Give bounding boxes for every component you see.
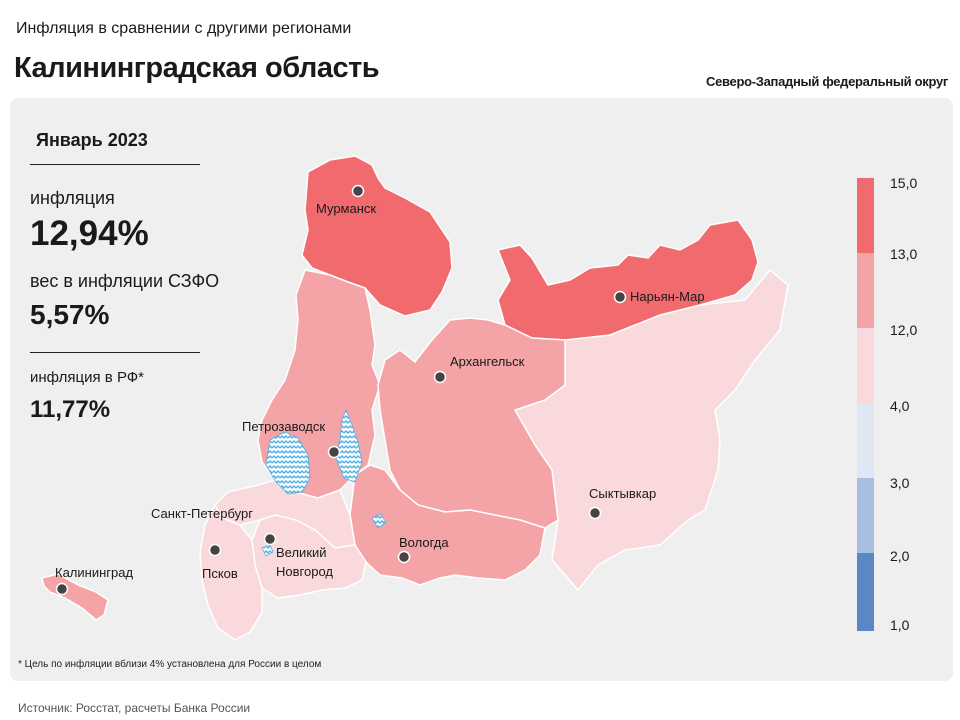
region-murmansk[interactable] xyxy=(301,155,453,317)
page-supertitle: Инфляция в сравнении с другими регионами xyxy=(16,20,352,37)
inflation-label: инфляция xyxy=(30,188,115,208)
legend-swatch xyxy=(857,178,874,253)
lake-beloye xyxy=(371,513,387,529)
rf-inflation-value: 11,77% xyxy=(30,396,111,423)
legend-tick: 12,0 xyxy=(890,322,918,338)
region-kaliningrad[interactable] xyxy=(41,573,109,621)
divider xyxy=(30,164,200,165)
legend-swatch xyxy=(857,403,874,478)
source-note: Источник: Росстат, расчеты Банка России xyxy=(18,701,251,715)
city-label-murmansk: Мурманск xyxy=(316,201,376,216)
divider xyxy=(30,352,200,353)
rf-inflation-label: инфляция в РФ* xyxy=(30,369,145,386)
legend-tick: 15,0 xyxy=(890,175,918,191)
lake-ilmen xyxy=(261,544,274,557)
city-marker xyxy=(55,184,627,596)
legend-tick: 4,0 xyxy=(890,398,910,414)
region-arkhangelsk[interactable] xyxy=(377,317,566,529)
city-label-petrozavodsk: Петрозаводск xyxy=(242,419,325,434)
city-label-syktyvkar: Сыктывкар xyxy=(589,486,656,501)
city-label-arkhangelsk: Архангельск xyxy=(450,354,525,369)
legend-swatch xyxy=(857,553,874,631)
legend-tick: 3,0 xyxy=(890,475,910,491)
city-label-naryan-mar: Нарьян-Мар xyxy=(630,289,705,304)
city-label-novgorod: Новгород xyxy=(276,564,333,579)
city-label-kaliningrad: Калининград xyxy=(55,565,133,580)
city-label-veliky: Великий xyxy=(276,545,327,560)
district-label: Северо-Западный федеральный округ xyxy=(705,74,948,89)
weight-label: вес в инфляции СЗФО xyxy=(30,271,220,291)
legend-swatch xyxy=(857,253,874,328)
legend-tick: 13,0 xyxy=(890,246,918,262)
city-label-pskov: Псков xyxy=(202,566,238,581)
city-label-vologda: Вологда xyxy=(399,535,449,550)
inflation-value: 12,94% xyxy=(30,214,149,253)
city-label-spb: Санкт-Петербург xyxy=(151,506,253,521)
footnote: * Цель по инфляции вблизи 4% установлена… xyxy=(18,659,322,670)
legend-swatch xyxy=(857,478,874,553)
page-title: Калининградская область xyxy=(14,52,380,84)
legend-tick: 1,0 xyxy=(890,617,910,633)
legend-tick: 2,0 xyxy=(890,548,910,564)
region-pskov[interactable] xyxy=(199,503,263,641)
legend-swatch xyxy=(857,328,874,403)
lake-ladoga xyxy=(265,431,311,495)
weight-value: 5,57% xyxy=(30,299,110,330)
period-label: Январь 2023 xyxy=(36,130,148,150)
